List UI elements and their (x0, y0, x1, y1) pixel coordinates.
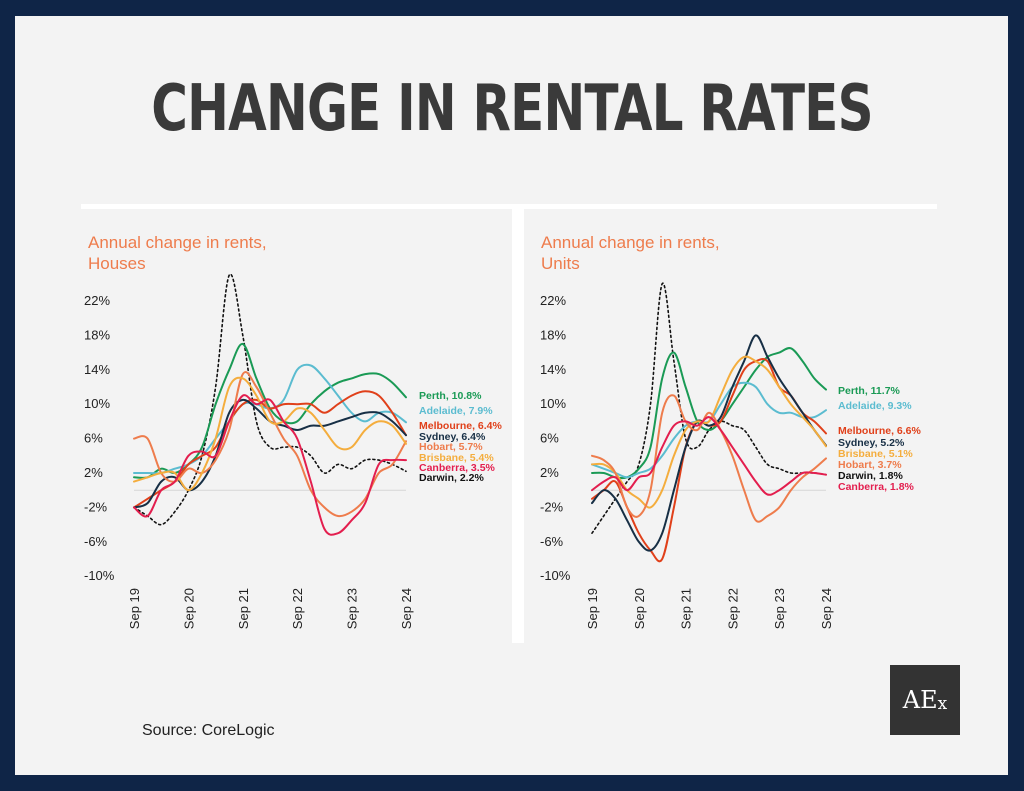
x-tick-label: Sep 21 (679, 588, 694, 629)
top-divider (81, 204, 937, 209)
series-line-brisbane (133, 376, 407, 492)
series-line-darwin (591, 282, 827, 534)
panel-separator (512, 209, 524, 643)
y-tick-label: 2% (540, 465, 559, 480)
value-label-perth: Perth, 11.7% (838, 385, 901, 397)
x-tick-label: Sep 19 (127, 588, 142, 629)
value-label-hobart: Hobart, 3.7% (838, 459, 902, 471)
x-tick-label: Sep 20 (632, 588, 647, 629)
units-line-chart: 22% 18% 14% 10% 6% 2% -2% -6% -10% Sep 19 Sep 20 Se… (540, 282, 922, 629)
y-tick-label: 18% (84, 327, 110, 342)
value-label-adelaide: Adelaide, 7.9% (419, 405, 493, 417)
series-line-melbourne (591, 357, 827, 563)
value-label-canberra: Canberra, 3.5% (419, 462, 496, 474)
value-label-brisbane: Brisbane, 5.1% (838, 448, 913, 460)
y-tick-label: 10% (84, 396, 110, 411)
x-tick-label: Sep 22 (725, 588, 740, 629)
chart-subtitle-units: Units (541, 254, 580, 273)
x-tick-label: Sep 22 (290, 588, 305, 629)
value-label-darwin: Darwin, 1.8% (838, 470, 903, 482)
y-tick-label: 22% (540, 293, 566, 308)
series-line-sydney (591, 334, 827, 552)
chart-title-units: Annual change in rents, Units (541, 232, 720, 274)
value-label-perth: Perth, 10.8% (419, 390, 482, 402)
chart-title-houses-line1: Annual change in rents, (88, 233, 267, 252)
series-line-canberra (133, 394, 407, 536)
series-line-canberra (591, 416, 827, 496)
value-label-melbourne: Melbourne, 6.4% (419, 420, 503, 432)
y-tick-label: 6% (540, 431, 559, 446)
chart-subtitle-houses: Houses (88, 254, 146, 273)
series-line-hobart (133, 371, 407, 518)
y-tick-label: 18% (540, 327, 566, 342)
value-label-brisbane: Brisbane, 5.4% (419, 452, 494, 464)
y-tick-label: 22% (84, 293, 110, 308)
value-label-sydney: Sydney, 5.2% (838, 437, 905, 449)
value-label-canberra: Canberra, 1.8% (838, 481, 915, 493)
y-tick-label: 6% (84, 431, 103, 446)
x-tick-label: Sep 23 (772, 588, 787, 629)
aex-logo: AE x (890, 665, 960, 735)
y-tick-label: -2% (540, 499, 564, 514)
value-label-hobart: Hobart, 5.7% (419, 441, 483, 453)
page-title: CHANGE IN RENTAL RATES (151, 72, 873, 146)
x-tick-label: Sep 19 (585, 588, 600, 629)
y-tick-label: 10% (540, 396, 566, 411)
value-label-melbourne: Melbourne, 6.6% (838, 425, 922, 437)
houses-line-chart: 22% 18% 14% 10% 6% 2% -2% -6% -10% Sep 19 Sep 20 Se… (84, 273, 503, 629)
series-line-brisbane (591, 355, 827, 509)
x-tick-label: Sep 23 (345, 588, 360, 629)
source-note: Source: CoreLogic (142, 722, 275, 739)
value-label-darwin: Darwin, 2.2% (419, 472, 484, 484)
y-tick-label: 2% (84, 465, 103, 480)
series-line-adelaide (133, 363, 407, 475)
x-tick-label: Sep 20 (181, 588, 196, 629)
series-line-darwin (133, 273, 407, 526)
x-tick-label: Sep 24 (399, 588, 414, 629)
y-tick-label: -10% (540, 568, 571, 583)
x-tick-label: Sep 24 (819, 588, 834, 629)
series-line-hobart (591, 394, 827, 523)
y-tick-label: 14% (540, 362, 566, 377)
card (15, 16, 1008, 775)
y-tick-label: -10% (84, 568, 115, 583)
y-tick-label: 14% (84, 362, 110, 377)
series-line-sydney (133, 398, 407, 509)
y-tick-label: -6% (84, 534, 108, 549)
x-tick-label: Sep 21 (236, 588, 251, 629)
chart-title-houses: Annual change in rents, Houses (88, 232, 267, 274)
y-tick-label: -2% (84, 499, 108, 514)
y-tick-label: -6% (540, 534, 564, 549)
chart-title-units-line1: Annual change in rents, (541, 233, 720, 252)
value-label-adelaide: Adelaide, 9.3% (838, 400, 912, 412)
value-label-sydney: Sydney, 6.4% (419, 431, 486, 443)
